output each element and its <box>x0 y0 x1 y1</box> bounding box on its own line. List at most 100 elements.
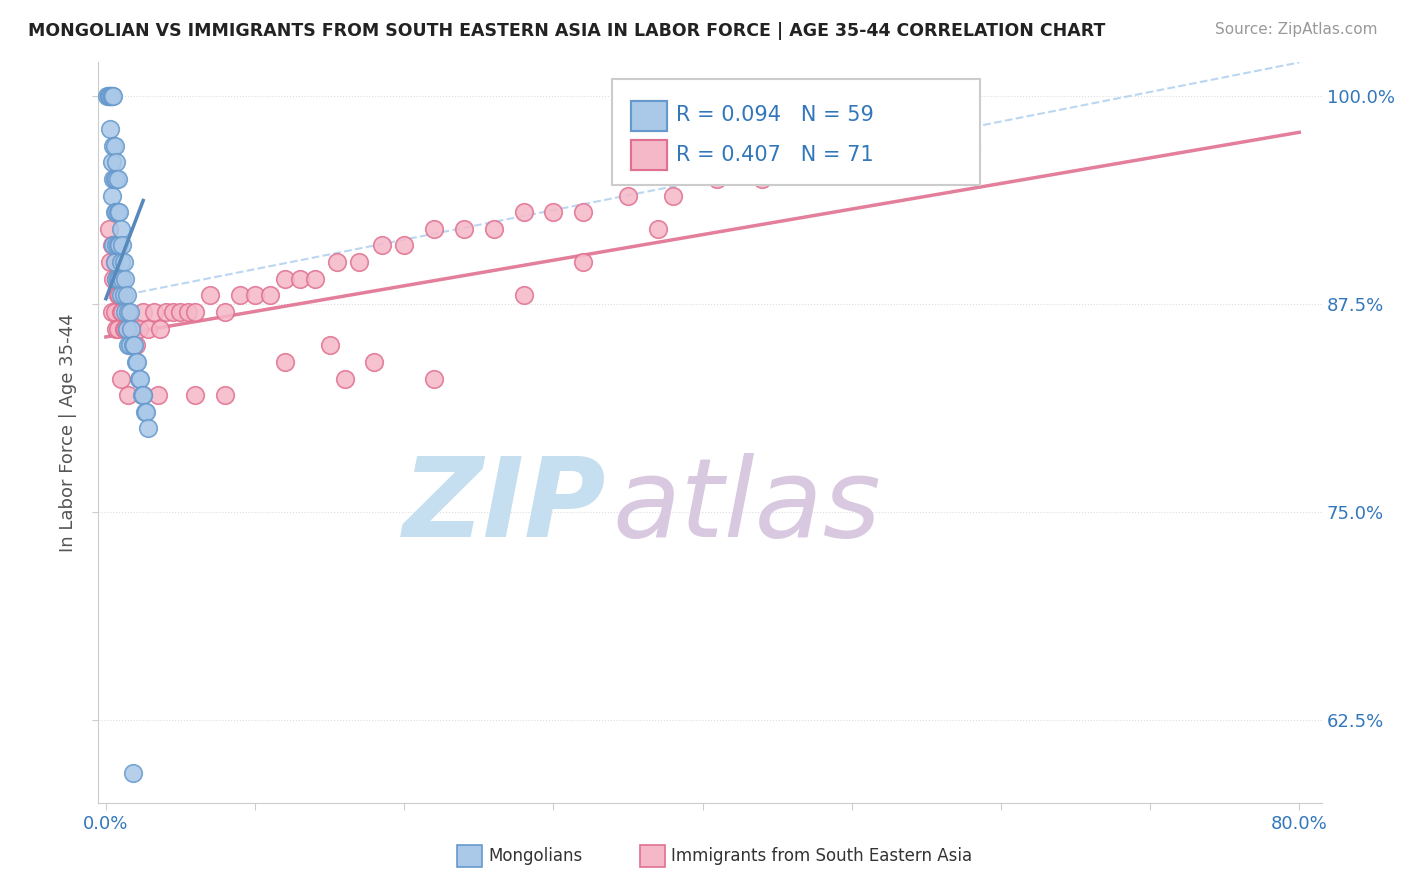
Point <box>118 338 141 352</box>
Point <box>169 305 191 319</box>
Point <box>155 305 177 319</box>
Point <box>960 138 983 153</box>
Point <box>134 405 156 419</box>
Point <box>111 238 134 252</box>
Point <box>107 271 129 285</box>
Point <box>318 338 340 352</box>
Point <box>111 271 134 285</box>
Text: Immigrants from South Eastern Asia: Immigrants from South Eastern Asia <box>671 847 972 865</box>
Point <box>127 355 149 369</box>
Point <box>105 205 128 219</box>
Point <box>107 321 129 335</box>
Point <box>900 138 922 153</box>
Point <box>107 205 129 219</box>
Point <box>97 222 120 236</box>
Point <box>104 255 127 269</box>
Point <box>101 188 124 202</box>
Text: atlas: atlas <box>612 453 880 560</box>
Point <box>146 388 169 402</box>
Point <box>110 305 132 319</box>
Point <box>125 338 148 352</box>
Point <box>423 371 446 385</box>
Text: R = 0.407   N = 71: R = 0.407 N = 71 <box>676 145 873 165</box>
Point <box>122 338 145 352</box>
Point <box>105 238 128 252</box>
Point <box>105 321 128 335</box>
Point <box>118 321 141 335</box>
Point <box>98 122 121 136</box>
Point <box>110 222 132 236</box>
Y-axis label: In Labor Force | Age 35-44: In Labor Force | Age 35-44 <box>59 313 77 552</box>
Point <box>121 765 143 780</box>
Point <box>103 138 125 153</box>
Point <box>108 205 131 219</box>
Point <box>104 255 127 269</box>
Point <box>112 255 135 269</box>
Point <box>118 305 141 319</box>
Point <box>326 255 349 269</box>
Point <box>274 271 297 285</box>
Point <box>101 155 124 169</box>
Point <box>482 222 505 236</box>
Point <box>105 172 128 186</box>
Point <box>129 371 152 385</box>
Point <box>512 205 534 219</box>
Point <box>125 355 148 369</box>
Point <box>572 205 595 219</box>
FancyBboxPatch shape <box>630 140 668 169</box>
Point <box>121 338 143 352</box>
Point <box>117 305 139 319</box>
Point <box>108 271 131 285</box>
Point <box>98 255 121 269</box>
Point <box>229 288 252 302</box>
Point <box>112 288 135 302</box>
Text: MONGOLIAN VS IMMIGRANTS FROM SOUTH EASTERN ASIA IN LABOR FORCE | AGE 35-44 CORRE: MONGOLIAN VS IMMIGRANTS FROM SOUTH EASTE… <box>28 22 1105 40</box>
Point <box>184 305 207 319</box>
Point <box>117 338 139 352</box>
Text: ZIP: ZIP <box>402 453 606 560</box>
Point <box>104 138 127 153</box>
Point <box>135 405 157 419</box>
Point <box>184 388 207 402</box>
Point <box>111 305 134 319</box>
Point <box>142 305 165 319</box>
Point <box>149 321 172 335</box>
Point <box>108 288 131 302</box>
Point <box>214 388 236 402</box>
Point <box>104 305 127 319</box>
Point <box>661 188 683 202</box>
Point <box>101 238 124 252</box>
Point <box>110 371 132 385</box>
Point <box>98 88 121 103</box>
Point <box>115 321 138 335</box>
Point <box>105 271 128 285</box>
Point <box>647 222 669 236</box>
Text: R = 0.094   N = 59: R = 0.094 N = 59 <box>676 105 873 126</box>
Point <box>105 155 128 169</box>
Point <box>110 255 132 269</box>
Point <box>121 321 143 335</box>
Point <box>103 88 125 103</box>
Point <box>103 238 125 252</box>
Point <box>117 305 139 319</box>
Point <box>200 288 222 302</box>
Point <box>107 172 129 186</box>
Point <box>572 255 595 269</box>
Point <box>105 271 128 285</box>
Text: Source: ZipAtlas.com: Source: ZipAtlas.com <box>1215 22 1378 37</box>
Point <box>107 238 129 252</box>
Point <box>107 288 129 302</box>
Point <box>110 288 132 302</box>
Point <box>97 88 120 103</box>
Point <box>243 288 266 302</box>
Point <box>288 271 311 285</box>
Point <box>706 172 728 186</box>
Point <box>117 388 139 402</box>
Point <box>274 355 297 369</box>
Point <box>796 155 818 169</box>
Point <box>112 321 135 335</box>
Point <box>101 88 124 103</box>
Point <box>120 321 142 335</box>
Point <box>136 421 159 435</box>
Point <box>259 288 281 302</box>
